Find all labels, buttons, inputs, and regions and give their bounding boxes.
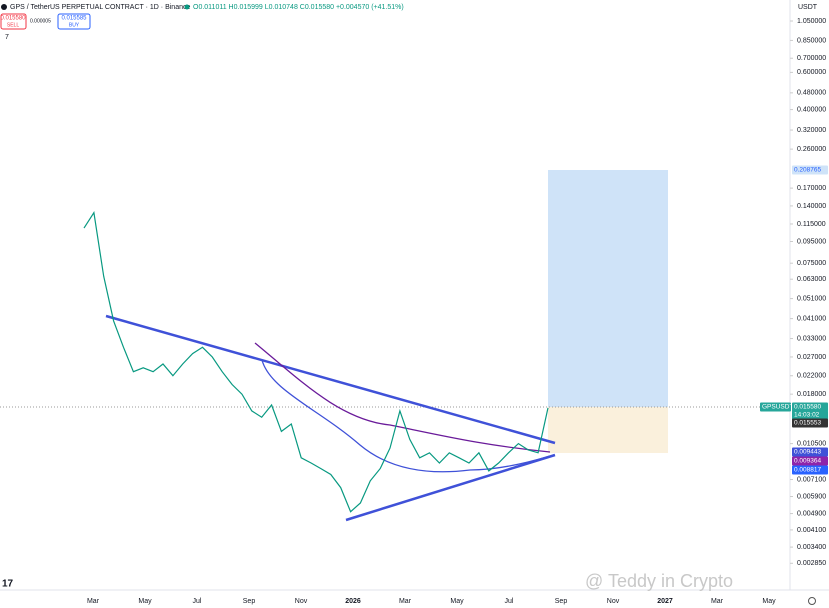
buy-label[interactable]: BUY — [69, 22, 80, 28]
time-label: Jul — [193, 598, 202, 605]
price-line — [83, 211, 549, 513]
price-label: 0.018000 — [797, 391, 826, 398]
time-label: May — [138, 598, 152, 605]
price-label: 0.004100 — [797, 527, 826, 534]
indicator-toggle[interactable]: 7 — [5, 34, 9, 41]
ohlc: O0.011011 H0.015999 L0.010748 C0.015580 … — [193, 4, 404, 11]
price-label: 0.002850 — [797, 560, 826, 567]
price-label: 0.400000 — [797, 106, 826, 113]
price-label: 0.700000 — [797, 55, 826, 62]
price-label: 0.005900 — [797, 493, 826, 500]
spread: 0.000005 — [30, 18, 51, 24]
price-label: 0.170000 — [797, 185, 826, 192]
trendline-down — [105, 314, 556, 445]
price-label: 0.320000 — [797, 127, 826, 134]
price-label: 0.022000 — [797, 373, 826, 380]
stop-zone — [548, 407, 668, 453]
price-label: 0.033000 — [797, 335, 826, 342]
price-label: 0.140000 — [797, 203, 826, 210]
symbol-title: GPS / TetherUS PERPETUAL CONTRACT · 1D ·… — [10, 4, 190, 11]
currency: USDT — [798, 4, 818, 11]
status-dot — [184, 4, 190, 10]
time-label: May — [762, 598, 776, 605]
time-label: Sep — [555, 598, 568, 605]
price-tag — [792, 165, 828, 175]
price-label: 0.600000 — [797, 69, 826, 76]
price-tag-label: 0.015553 — [794, 420, 821, 427]
price-label: 0.115000 — [797, 221, 826, 228]
buy-button[interactable] — [57, 13, 91, 30]
price-tag — [792, 447, 828, 457]
time-label: Nov — [607, 598, 620, 605]
price-label: 0.095000 — [797, 238, 826, 245]
price-label: 0.063000 — [797, 276, 826, 283]
price-tag-label: 0.008817 — [794, 467, 821, 474]
price-tag-label: 0.009443 — [794, 449, 821, 456]
sell-button[interactable] — [0, 13, 27, 30]
price-label: 0.004900 — [797, 510, 826, 517]
price-tag — [792, 402, 828, 412]
price-tag — [792, 410, 828, 420]
settings-icon[interactable] — [808, 597, 816, 605]
price-label: 0.260000 — [797, 146, 826, 153]
price-tag — [792, 418, 828, 428]
price-tag — [760, 402, 791, 412]
time-label: Mar — [711, 598, 724, 605]
watermark: @ Teddy in Crypto — [585, 571, 733, 591]
price-tag-label: 0.009364 — [794, 458, 821, 465]
buy-price[interactable]: 0.015585 — [61, 16, 87, 22]
price-label: 0.041000 — [797, 315, 826, 322]
price-label: 1.050000 — [797, 18, 826, 25]
price-tag-label: GPSUSDT.P — [762, 404, 799, 411]
trendline-up — [345, 453, 556, 522]
price-label: 0.480000 — [797, 90, 826, 97]
sell-label[interactable]: SELL — [7, 22, 19, 28]
time-label: Mar — [399, 598, 412, 605]
target-zone — [548, 170, 668, 407]
logo: 17 — [2, 579, 14, 590]
time-label: May — [450, 598, 464, 605]
price-label: 0.027000 — [797, 354, 826, 361]
price-label: 0.850000 — [797, 37, 826, 44]
price-tag-label: 14:03:02 — [794, 412, 820, 419]
price-label: 0.003400 — [797, 544, 826, 551]
symbol-icon — [1, 4, 7, 10]
ma-line — [261, 359, 551, 473]
sell-price[interactable]: 0.015580 — [0, 16, 26, 22]
ma-line — [254, 342, 551, 453]
time-label: Nov — [295, 598, 308, 605]
price-tag — [792, 465, 828, 475]
time-label: Jul — [505, 598, 514, 605]
price-label: 0.075000 — [797, 260, 826, 267]
time-label: 2026 — [345, 598, 361, 605]
price-tag-label: 0.208765 — [794, 167, 821, 174]
price-label: 0.051000 — [797, 295, 826, 302]
time-label: Sep — [243, 598, 256, 605]
price-label: 0.010500 — [797, 440, 826, 447]
time-label: 2027 — [657, 598, 673, 605]
time-label: Mar — [87, 598, 100, 605]
price-tag — [792, 456, 828, 466]
price-tag-label: 0.015580 — [794, 404, 821, 411]
price-label: 0.007100 — [797, 476, 826, 483]
